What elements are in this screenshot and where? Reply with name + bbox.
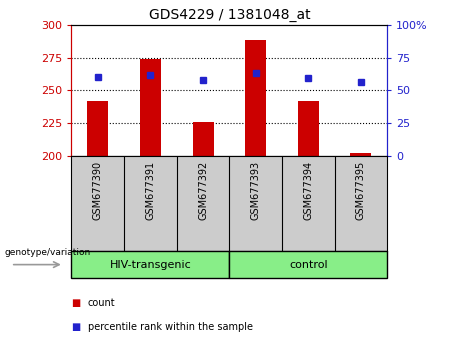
Text: GSM677390: GSM677390: [93, 161, 103, 220]
Text: GSM677394: GSM677394: [303, 161, 313, 220]
Bar: [298, 101, 319, 156]
Text: GSM677392: GSM677392: [198, 161, 208, 220]
Title: GDS4229 / 1381048_at: GDS4229 / 1381048_at: [148, 8, 310, 22]
Text: GSM677395: GSM677395: [356, 161, 366, 220]
Bar: [87, 101, 108, 156]
Bar: [245, 40, 266, 156]
Text: count: count: [88, 298, 115, 308]
Text: percentile rank within the sample: percentile rank within the sample: [88, 322, 253, 332]
Bar: [71, 251, 229, 278]
Text: genotype/variation: genotype/variation: [5, 248, 91, 257]
Bar: [229, 251, 387, 278]
Text: ■: ■: [71, 298, 81, 308]
Text: GSM677393: GSM677393: [251, 161, 260, 220]
Text: ■: ■: [71, 322, 81, 332]
Bar: [193, 122, 213, 156]
Text: GSM677391: GSM677391: [145, 161, 155, 220]
Bar: [140, 59, 161, 156]
Text: control: control: [289, 259, 328, 270]
Bar: [350, 153, 372, 156]
Text: HIV-transgenic: HIV-transgenic: [110, 259, 191, 270]
